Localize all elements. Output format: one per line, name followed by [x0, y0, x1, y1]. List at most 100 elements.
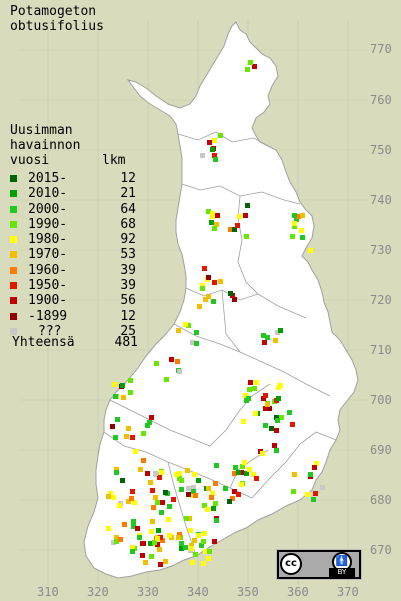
observation-dot	[169, 357, 174, 362]
observation-dot	[206, 486, 211, 491]
legend-label: 1900-	[28, 293, 68, 309]
observation-dot	[176, 535, 181, 540]
observation-dot	[160, 500, 165, 505]
observation-dot	[155, 536, 160, 541]
observation-dot	[114, 535, 119, 540]
observation-dot	[186, 486, 191, 491]
observation-dot	[193, 493, 198, 498]
observation-dot	[232, 471, 237, 476]
observation-dot	[227, 499, 232, 504]
observation-dot	[206, 209, 211, 214]
legend-label: ???	[38, 323, 62, 339]
observation-dot	[199, 543, 204, 548]
observation-dot	[151, 505, 156, 510]
legend-count: 92	[120, 232, 136, 248]
observation-dot	[206, 556, 211, 561]
y-tick-label: 680	[370, 493, 392, 507]
legend-swatch	[10, 297, 17, 305]
observation-dot	[214, 222, 219, 227]
observation-dot	[267, 406, 272, 411]
observation-dot	[111, 495, 116, 500]
observation-dot	[279, 415, 284, 420]
observation-dot	[278, 383, 283, 388]
cc-by-license-badge: cc 🚹 BY	[276, 549, 362, 580]
observation-dot	[203, 297, 208, 302]
y-tick-label: 690	[370, 443, 392, 457]
observation-dot	[308, 472, 313, 477]
y-tick-label: 740	[370, 193, 392, 207]
observation-dot	[126, 499, 131, 504]
legend-label: 2010-	[28, 186, 68, 202]
observation-dot	[232, 227, 237, 232]
observation-dot	[300, 235, 305, 240]
legend-swatch	[10, 327, 17, 335]
observation-dot	[149, 415, 154, 420]
observation-dot	[292, 213, 297, 218]
observation-dot	[163, 559, 168, 564]
observation-dot	[157, 475, 162, 480]
legend-count: 53	[120, 247, 136, 263]
observation-dot	[200, 153, 205, 158]
observation-dot	[313, 491, 318, 496]
observation-dot	[177, 369, 182, 374]
observation-dot	[272, 443, 277, 448]
observation-dot	[155, 500, 160, 505]
observation-dot	[254, 476, 259, 481]
observation-dot	[186, 323, 191, 328]
observation-dot	[214, 518, 219, 523]
legend-label: 1950-	[28, 278, 68, 294]
observation-dot	[314, 461, 319, 466]
observation-dot	[133, 449, 138, 454]
legend-total: Yhteensä 481	[12, 335, 138, 350]
observation-dot	[190, 560, 195, 565]
legend-title-1: Uusimman	[10, 123, 73, 138]
observation-dot	[184, 516, 189, 521]
observation-dot	[131, 524, 136, 529]
legend-swatch	[10, 266, 17, 274]
legend-swatch	[10, 190, 17, 198]
observation-dot	[131, 519, 136, 524]
observation-dot	[212, 153, 217, 158]
observation-dot	[189, 546, 194, 551]
observation-dot	[202, 266, 207, 271]
observation-dot	[296, 214, 301, 219]
legend-swatch	[10, 236, 17, 244]
observation-dot	[230, 496, 235, 501]
legend-count: 56	[120, 293, 136, 309]
observation-dot	[153, 471, 158, 476]
observation-dot	[186, 492, 191, 497]
legend-count: 68	[120, 216, 136, 232]
observation-dot	[213, 501, 218, 506]
observation-dot	[113, 435, 118, 440]
observation-dot	[269, 426, 274, 431]
observation-dot	[177, 532, 182, 537]
legend-swatch	[10, 282, 17, 290]
y-tick-label: 720	[370, 293, 392, 307]
observation-dot	[179, 487, 184, 492]
observation-dot	[114, 539, 119, 544]
observation-dot	[157, 547, 162, 552]
observation-dot	[228, 291, 233, 296]
observation-dot	[167, 533, 172, 538]
observation-dot	[200, 283, 205, 288]
observation-dot	[167, 504, 172, 509]
observation-dot	[253, 411, 258, 416]
observation-dot	[278, 328, 283, 333]
y-tick-label: 760	[370, 93, 392, 107]
observation-dot	[122, 522, 127, 527]
observation-dot	[212, 280, 217, 285]
total-label: Yhteensä	[12, 335, 75, 350]
legend-title-3: vuosi	[10, 153, 50, 168]
observation-dot	[114, 467, 119, 472]
observation-dot	[117, 503, 122, 508]
observation-dot	[206, 294, 211, 299]
observation-dot	[201, 539, 206, 544]
observation-dot	[108, 491, 113, 496]
observation-dot	[185, 468, 190, 473]
observation-dot	[210, 211, 215, 216]
x-tick-label: 310	[37, 585, 59, 599]
observation-dot	[237, 214, 242, 219]
observation-dot	[263, 423, 268, 428]
observation-dot	[260, 451, 265, 456]
observation-dot	[207, 549, 212, 554]
